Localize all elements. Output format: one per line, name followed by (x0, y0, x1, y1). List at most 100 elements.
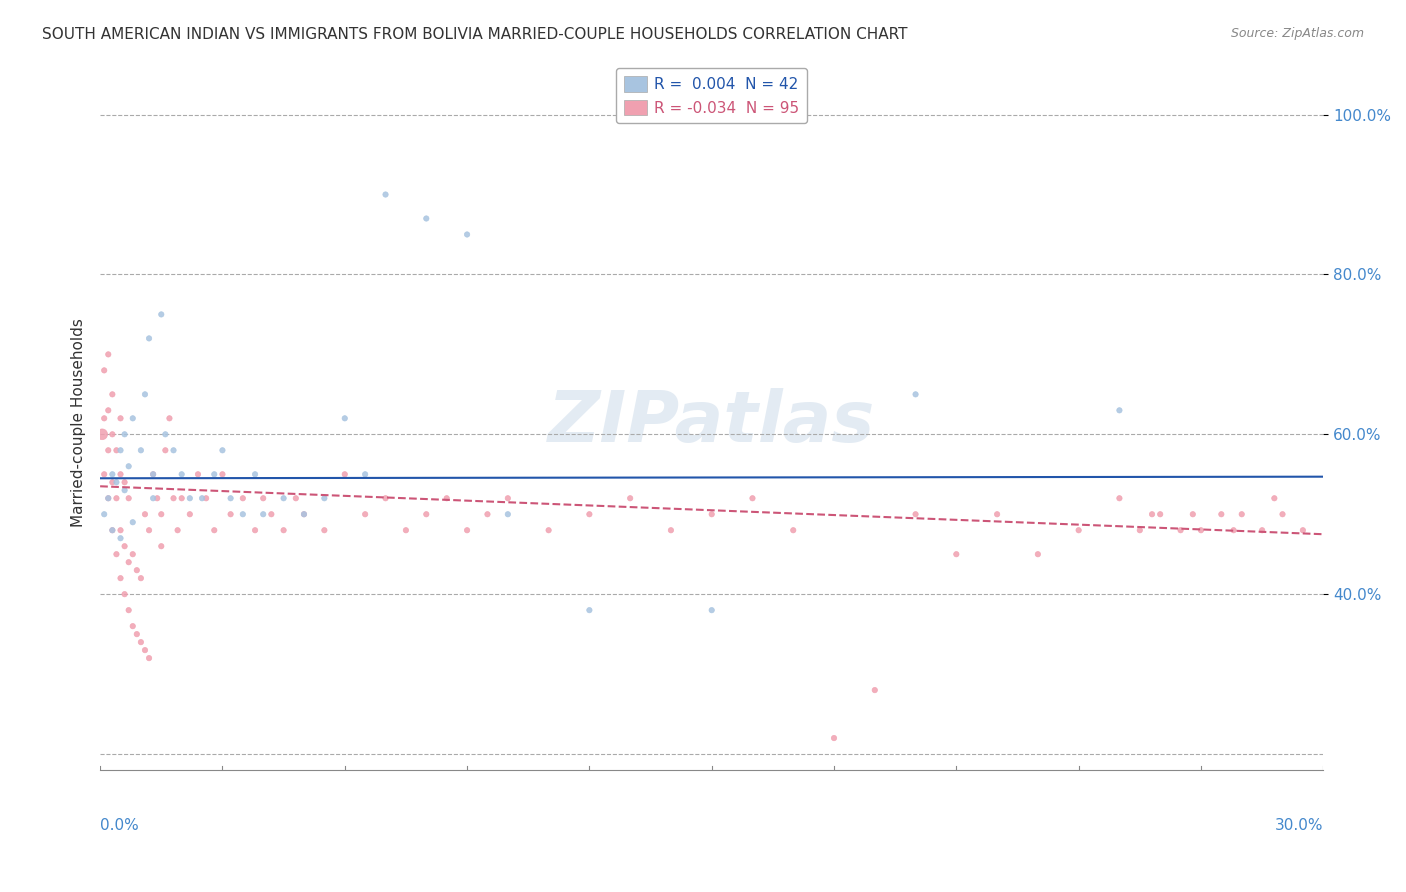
Point (142, 491, 165, 506)
Point (904, 508, 927, 522)
Point (354, 508, 377, 522)
Point (166, 523, 188, 537)
Point (314, 523, 336, 537)
Point (904, 387, 927, 401)
Point (159, 411, 181, 425)
Y-axis label: Married-couple Households: Married-couple Households (72, 318, 86, 527)
Point (211, 443, 233, 458)
Point (93, 411, 115, 425)
Text: 30.0%: 30.0% (1275, 818, 1323, 833)
Point (1222, 523, 1244, 537)
Point (700, 508, 723, 522)
Point (284, 491, 307, 506)
Point (211, 467, 233, 482)
Point (1108, 403, 1130, 417)
Point (101, 475, 124, 490)
Point (105, 547, 128, 561)
Point (1108, 491, 1130, 506)
Point (97, 491, 120, 506)
Point (142, 467, 165, 482)
Point (496, 508, 519, 522)
Point (146, 491, 169, 506)
Point (105, 475, 128, 490)
Point (292, 508, 315, 522)
Point (118, 459, 141, 474)
Point (155, 427, 177, 442)
Point (1251, 523, 1274, 537)
Point (292, 508, 315, 522)
Point (93, 363, 115, 377)
Point (1129, 523, 1152, 537)
Point (395, 523, 418, 537)
Point (125, 627, 148, 641)
Point (219, 491, 242, 506)
Point (138, 523, 160, 537)
Point (105, 491, 128, 506)
Point (114, 483, 136, 498)
Point (121, 619, 143, 633)
Point (114, 475, 136, 490)
Point (134, 643, 156, 657)
Legend: R =  0.004  N = 42, R = -0.034  N = 95: R = 0.004 N = 42, R = -0.034 N = 95 (616, 69, 807, 123)
Text: ZIPatlas: ZIPatlas (548, 388, 876, 457)
Point (138, 651, 160, 665)
Point (202, 523, 225, 537)
Point (1149, 508, 1171, 522)
Point (415, 508, 437, 522)
Point (110, 411, 132, 425)
Point (243, 523, 266, 537)
Point (110, 523, 132, 537)
Point (1189, 523, 1212, 537)
Point (782, 523, 804, 537)
Point (101, 387, 124, 401)
Point (93, 508, 115, 522)
Point (1170, 523, 1192, 537)
Point (97, 443, 120, 458)
Point (91, 427, 114, 442)
Point (138, 331, 160, 345)
Point (537, 523, 560, 537)
Point (252, 491, 274, 506)
Point (477, 508, 499, 522)
Point (314, 491, 336, 506)
Point (436, 491, 458, 506)
Point (333, 467, 356, 482)
Point (134, 508, 156, 522)
Point (619, 491, 641, 506)
Point (110, 531, 132, 545)
Point (374, 187, 396, 202)
Point (129, 443, 152, 458)
Point (155, 443, 177, 458)
Point (202, 467, 225, 482)
Point (496, 491, 519, 506)
Point (101, 467, 124, 482)
Point (273, 491, 295, 506)
Point (219, 508, 242, 522)
Point (129, 635, 152, 649)
Point (110, 467, 132, 482)
Point (134, 387, 156, 401)
Point (97, 491, 120, 506)
Point (273, 523, 295, 537)
Point (191, 491, 214, 506)
Point (121, 411, 143, 425)
Point (114, 587, 136, 601)
Point (415, 211, 437, 226)
Point (118, 603, 141, 617)
Point (354, 467, 377, 482)
Point (578, 603, 600, 617)
Point (110, 443, 132, 458)
Point (986, 508, 1008, 522)
Point (121, 515, 143, 529)
Point (456, 227, 478, 242)
Point (129, 571, 152, 585)
Point (700, 603, 723, 617)
Point (195, 491, 218, 506)
Point (101, 523, 124, 537)
Point (150, 307, 173, 321)
Point (170, 467, 193, 482)
Point (232, 491, 254, 506)
Point (1026, 547, 1049, 561)
Text: Source: ZipAtlas.com: Source: ZipAtlas.com (1230, 27, 1364, 40)
Point (741, 491, 763, 506)
